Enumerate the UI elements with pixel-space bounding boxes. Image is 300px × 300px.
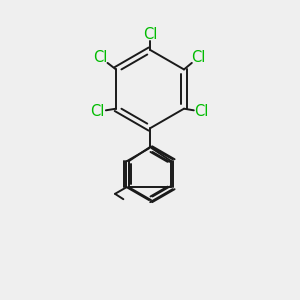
Text: Cl: Cl [93, 50, 108, 65]
Text: Cl: Cl [90, 104, 105, 119]
Text: Cl: Cl [143, 27, 157, 42]
Text: Cl: Cl [191, 50, 206, 65]
Text: Cl: Cl [195, 104, 209, 119]
